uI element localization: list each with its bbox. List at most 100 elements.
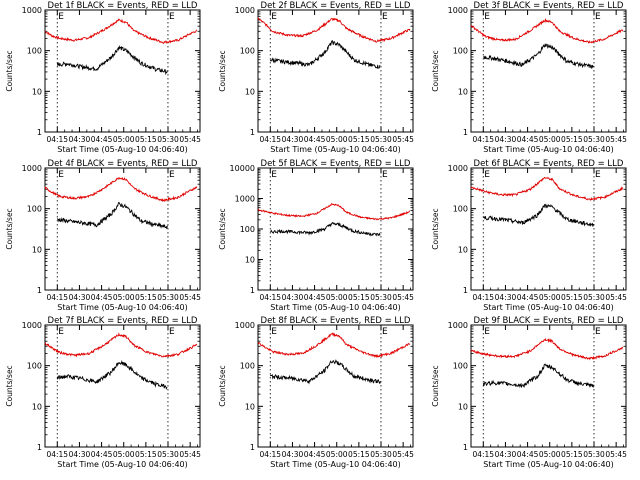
x-tick-label: 05:15 — [561, 293, 583, 302]
y-tick-label: 1000 — [448, 164, 468, 173]
x-tick-label: 04:30 — [69, 135, 91, 144]
x-axis-label: Start Time (05-Aug-10 04:06:40) — [57, 460, 188, 469]
x-axis-label: Start Time (05-Aug-10 04:06:40) — [483, 460, 614, 469]
x-tick-label: 04:30 — [69, 293, 91, 302]
x-tick-label: 05:15 — [135, 450, 157, 459]
y-tick-label: 1 — [37, 286, 42, 295]
plot-title: Det 3f BLACK = Events, RED = LLD — [474, 1, 624, 11]
detector-plot-8: Det 8f BLACK = Events, RED = LLD 1 10 100 10… — [218, 316, 414, 469]
x-tick-label: 05:15 — [348, 135, 370, 144]
y-axis-label: Counts/sec — [5, 208, 14, 249]
y-tick-label: 100 — [27, 205, 42, 214]
event-marker-label: E — [382, 12, 388, 22]
x-tick-label: 05:00 — [113, 135, 135, 144]
x-tick-label: 04:15 — [46, 293, 68, 302]
x-tick-label: 05:45 — [605, 135, 627, 144]
event-marker-label: E — [595, 170, 601, 180]
y-tick-label: 100 — [240, 47, 255, 56]
plot-title: Det 2f BLACK = Events, RED = LLD — [261, 1, 411, 11]
detector-plot-3: Det 3f BLACK = Events, RED = LLD 1 10 100 10… — [431, 1, 627, 154]
y-tick-label: 1 — [250, 443, 255, 452]
y-axis-label: Counts/sec — [5, 365, 14, 406]
x-tick-label: 04:15 — [472, 450, 494, 459]
events-rate-trace — [269, 359, 381, 385]
plot-frame — [470, 167, 627, 291]
plot-frame — [44, 167, 201, 291]
plot-frame — [44, 9, 201, 133]
event-marker-label: E — [169, 170, 175, 180]
x-tick-label: 05:00 — [539, 135, 561, 144]
x-tick-label: 04:45 — [517, 135, 539, 144]
x-tick-label: 05:30 — [370, 135, 392, 144]
x-axis-label: Start Time (05-Aug-10 04:06:40) — [57, 145, 188, 154]
x-axis-label: Start Time (05-Aug-10 04:06:40) — [57, 303, 188, 312]
y-axis-label: Counts/sec — [431, 208, 440, 249]
lld-rate-trace — [257, 17, 411, 43]
lld-rate-trace — [44, 18, 197, 44]
x-tick-label: 05:45 — [179, 450, 201, 459]
plot-title: Det 4f BLACK = Events, RED = LLD — [48, 159, 198, 169]
x-tick-label: 04:45 — [304, 293, 326, 302]
events-rate-trace — [269, 40, 381, 70]
x-axis-label: Start Time (05-Aug-10 04:06:40) — [270, 145, 401, 154]
y-tick-label: 1000 — [22, 164, 42, 173]
plot-frame — [470, 9, 627, 133]
x-tick-label: 04:15 — [259, 450, 281, 459]
x-tick-label: 05:00 — [113, 450, 135, 459]
y-tick-label: 1 — [37, 443, 42, 452]
x-tick-label: 05:15 — [135, 293, 157, 302]
x-tick-label: 04:15 — [46, 450, 68, 459]
event-marker-label: E — [382, 327, 388, 337]
x-tick-label: 04:30 — [495, 135, 517, 144]
y-tick-label: 100 — [453, 205, 468, 214]
lld-rate-trace — [470, 176, 624, 201]
y-tick-label: 100 — [240, 225, 255, 234]
y-axis-label: Counts/sec — [218, 50, 227, 91]
y-tick-label: 10 — [458, 402, 468, 411]
detector-plot-7: Det 7f BLACK = Events, RED = LLD 1 10 100 10… — [5, 316, 201, 469]
y-axis-label: Counts/sec — [431, 50, 440, 91]
y-tick-label: 10 — [245, 402, 255, 411]
x-tick-label: 04:15 — [472, 293, 494, 302]
x-tick-label: 04:30 — [495, 450, 517, 459]
y-tick-label: 1000 — [235, 321, 255, 330]
x-tick-label: 04:15 — [259, 135, 281, 144]
x-tick-label: 05:00 — [113, 293, 135, 302]
event-marker-label: E — [484, 170, 490, 180]
y-axis-label: Counts/sec — [431, 365, 440, 406]
x-tick-label: 05:15 — [561, 135, 583, 144]
y-tick-label: 10 — [32, 245, 42, 254]
plot-title: Det 8f BLACK = Events, RED = LLD — [261, 316, 411, 326]
event-marker-label: E — [169, 327, 175, 337]
plot-title: Det 5f BLACK = Events, RED = LLD — [261, 159, 411, 169]
x-tick-label: 05:00 — [326, 293, 348, 302]
x-tick-label: 05:45 — [392, 135, 414, 144]
plot-frame — [257, 324, 414, 448]
events-rate-trace — [56, 44, 168, 76]
plot-frame — [257, 167, 414, 291]
event-marker-label: E — [595, 12, 601, 22]
x-tick-label: 05:45 — [179, 135, 201, 144]
y-tick-label: 1 — [37, 128, 42, 137]
event-marker-label: E — [271, 327, 277, 337]
detector-plot-5: Det 5f BLACK = Events, RED = LLD 1 10 100 10… — [218, 159, 414, 312]
y-tick-label: 1000 — [22, 321, 42, 330]
lld-rate-trace — [470, 17, 624, 44]
events-rate-trace — [482, 363, 594, 389]
x-axis-label: Start Time (05-Aug-10 04:06:40) — [483, 303, 614, 312]
x-axis-label: Start Time (05-Aug-10 04:06:40) — [483, 145, 614, 154]
x-tick-label: 05:00 — [326, 135, 348, 144]
y-tick-label: 10 — [245, 256, 255, 265]
detector-plot-6: Det 6f BLACK = Events, RED = LLD 1 10 100 10… — [431, 159, 627, 312]
x-tick-label: 05:45 — [605, 450, 627, 459]
detector-plot-4: Det 4f BLACK = Events, RED = LLD 1 10 100 10… — [5, 159, 201, 312]
x-tick-label: 04:45 — [91, 450, 113, 459]
y-tick-label: 10 — [458, 245, 468, 254]
x-tick-label: 05:45 — [179, 293, 201, 302]
lld-rate-trace — [257, 203, 411, 221]
events-rate-trace — [483, 43, 594, 70]
detector-plot-1: Det 1f BLACK = Events, RED = LLD 1 10 100 10… — [5, 1, 201, 154]
event-marker-label: E — [271, 170, 277, 180]
events-rate-trace — [270, 221, 381, 237]
event-marker-label: E — [58, 170, 64, 180]
